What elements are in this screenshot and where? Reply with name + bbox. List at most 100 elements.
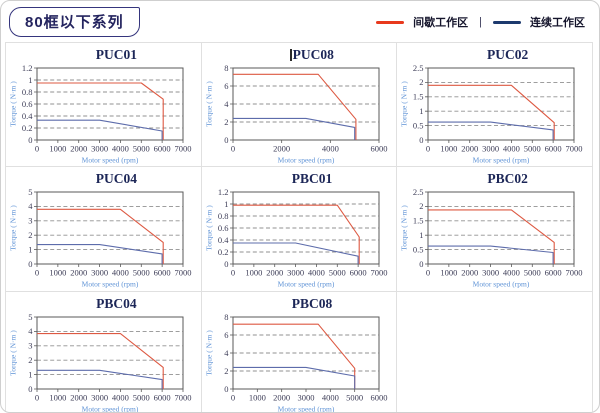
svg-text:5000: 5000 — [524, 144, 541, 154]
svg-text:3000: 3000 — [91, 144, 108, 154]
chart-title: PBC08 — [291, 296, 333, 311]
svg-text:5000: 5000 — [346, 393, 363, 403]
svg-text:0: 0 — [224, 384, 228, 394]
svg-text:1.5: 1.5 — [413, 216, 424, 226]
svg-text:7000: 7000 — [175, 144, 192, 154]
svg-text:5000: 5000 — [524, 268, 541, 278]
svg-text:1000: 1000 — [245, 268, 262, 278]
svg-text:0: 0 — [35, 144, 39, 154]
chart-title: PUC08 — [202, 47, 397, 63]
svg-text:0: 0 — [28, 135, 32, 145]
svg-text:5000: 5000 — [328, 268, 345, 278]
chart-panel-puc01: PUC01 0 0.2 0.4 0.6 0.8 1 1.2 0 1000 2000 3000 4000… — [6, 43, 202, 167]
svg-text:Torque ( N·m ): Torque ( N·m ) — [204, 205, 213, 251]
svg-text:7000: 7000 — [566, 144, 583, 154]
svg-text:3000: 3000 — [482, 268, 499, 278]
svg-text:1.5: 1.5 — [413, 92, 424, 102]
svg-text:5000: 5000 — [133, 144, 150, 154]
svg-text:0: 0 — [426, 144, 430, 154]
chart-title: PUC01 — [95, 47, 137, 62]
svg-text:Torque ( N·m ): Torque ( N·m ) — [9, 81, 18, 127]
svg-text:0.4: 0.4 — [22, 111, 33, 121]
svg-text:1: 1 — [28, 369, 32, 379]
torque-speed-chart: 0 2 4 6 8 0 2000 4000 6000 Motor speed (rpm) Torqu… — [204, 63, 387, 165]
svg-text:4000: 4000 — [112, 393, 129, 403]
svg-text:3000: 3000 — [482, 144, 499, 154]
svg-text:6000: 6000 — [545, 268, 562, 278]
svg-text:2000: 2000 — [70, 393, 87, 403]
svg-text:0.5: 0.5 — [413, 120, 424, 130]
svg-text:0.2: 0.2 — [22, 123, 33, 133]
svg-text:Motor speed (rpm): Motor speed (rpm) — [277, 156, 334, 165]
svg-text:0: 0 — [224, 135, 228, 145]
svg-text:1000: 1000 — [49, 393, 66, 403]
svg-text:Torque ( N·m ): Torque ( N·m ) — [204, 330, 213, 376]
svg-text:0: 0 — [28, 259, 32, 269]
chart-title: PBC02 — [487, 171, 528, 186]
svg-text:2: 2 — [28, 355, 32, 365]
svg-text:1.2: 1.2 — [22, 63, 33, 73]
svg-text:3000: 3000 — [91, 268, 108, 278]
svg-text:0: 0 — [420, 259, 424, 269]
svg-text:8: 8 — [224, 312, 228, 322]
svg-text:Motor speed (rpm): Motor speed (rpm) — [277, 405, 334, 413]
svg-text:4000: 4000 — [112, 144, 129, 154]
svg-text:Torque ( N·m ): Torque ( N·m ) — [204, 81, 213, 127]
svg-text:1000: 1000 — [441, 268, 458, 278]
svg-text:2000: 2000 — [70, 268, 87, 278]
svg-text:0.8: 0.8 — [22, 87, 33, 97]
svg-text:0: 0 — [231, 268, 235, 278]
continuous-legend-label: 连续工作区 — [530, 17, 585, 29]
svg-text:6000: 6000 — [154, 268, 171, 278]
page-header: 80框以下系列 间歇工作区 | 连续工作区 — [1, 1, 599, 42]
text-cursor — [290, 49, 292, 61]
chart-panel-pbc01: PBC01 0 0.2 0.4 0.6 0.8 1 1.2 0 1000 2000 3000 4000… — [201, 167, 398, 292]
svg-text:0: 0 — [426, 268, 430, 278]
svg-text:1: 1 — [28, 75, 32, 85]
svg-text:4000: 4000 — [321, 393, 338, 403]
svg-text:4000: 4000 — [503, 268, 520, 278]
svg-text:2.5: 2.5 — [413, 63, 424, 73]
svg-text:1000: 1000 — [248, 393, 265, 403]
chart-panel-pbc08: PBC08 0 2 4 6 8 0 1000 2000 3000 4000 5000 6000 Moto… — [202, 292, 398, 413]
svg-text:1: 1 — [420, 230, 424, 240]
svg-text:2000: 2000 — [462, 268, 479, 278]
svg-text:5: 5 — [28, 187, 32, 197]
svg-text:7000: 7000 — [175, 393, 192, 403]
svg-text:5: 5 — [28, 312, 32, 322]
chart-title: PUC02 — [487, 47, 529, 62]
svg-text:5000: 5000 — [133, 268, 150, 278]
empty-panel — [397, 292, 593, 412]
svg-text:2: 2 — [28, 230, 32, 240]
chart-panel-pbc02: PBC02 0 0.5 1 1.5 2 2.5 0 1000 2000 3000 4000 5000 6… — [397, 167, 593, 292]
svg-text:1000: 1000 — [49, 268, 66, 278]
svg-text:Motor speed (rpm): Motor speed (rpm) — [82, 405, 139, 413]
svg-text:0.4: 0.4 — [218, 235, 229, 245]
svg-text:Torque ( N·m ): Torque ( N·m ) — [9, 330, 18, 376]
torque-speed-chart: 00.511.522.50 1000 2000 3000 4000 5000 6000 700… — [400, 63, 583, 165]
svg-text:0: 0 — [28, 384, 32, 394]
svg-text:2000: 2000 — [70, 144, 87, 154]
svg-text:4000: 4000 — [308, 268, 325, 278]
legend: 间歇工作区 | 连续工作区 — [376, 14, 585, 30]
svg-text:7000: 7000 — [370, 268, 387, 278]
svg-text:1: 1 — [28, 244, 32, 254]
svg-text:1000: 1000 — [441, 144, 458, 154]
svg-text:6000: 6000 — [154, 393, 171, 403]
svg-text:2: 2 — [224, 366, 228, 376]
svg-text:2000: 2000 — [273, 144, 290, 154]
svg-text:1000: 1000 — [49, 144, 66, 154]
svg-text:4000: 4000 — [112, 268, 129, 278]
svg-text:Motor speed (rpm): Motor speed (rpm) — [473, 156, 530, 165]
continuous-legend-line-icon — [493, 20, 521, 24]
svg-text:2: 2 — [420, 77, 424, 87]
chart-panel-puc04: PUC04 0 1 2 3 4 5 0 1000 2000 3000 4000 5000 6000 700… — [6, 167, 202, 292]
svg-text:5000: 5000 — [133, 393, 150, 403]
svg-text:6000: 6000 — [370, 393, 387, 403]
svg-text:0.6: 0.6 — [22, 99, 33, 109]
svg-text:0.6: 0.6 — [218, 223, 229, 233]
chart-panel-puc08: PUC08 0 2 4 6 8 0 2000 4000 6000 Motor speed (rpm… — [201, 43, 398, 167]
torque-speed-chart: 00.511.522.50 1000 2000 3000 4000 5000 6000 700… — [400, 187, 583, 289]
svg-text:4: 4 — [224, 348, 229, 358]
chart-panel-puc02: PUC02 0 0.5 1 1.5 2 2.5 0 1000 2000 3000 4000 5000 6… — [397, 43, 593, 167]
